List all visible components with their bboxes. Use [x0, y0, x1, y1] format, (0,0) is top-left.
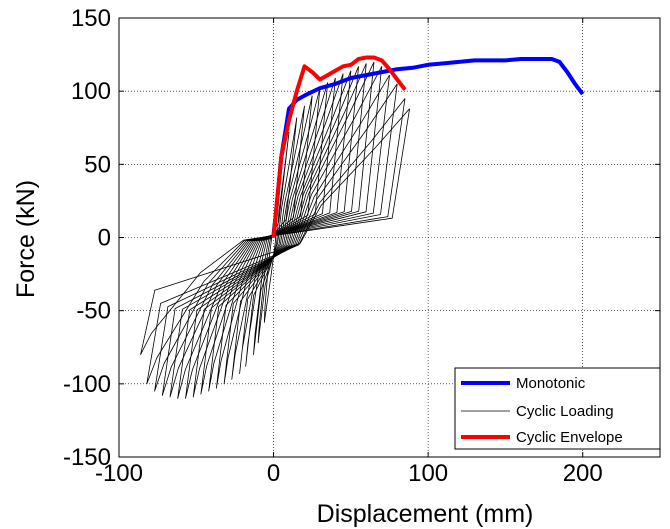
cyclic-loop: [177, 61, 375, 399]
x-tick-label: -100: [95, 460, 143, 487]
y-tick-label: -100: [63, 371, 111, 398]
y-axis-label: Force (kN): [12, 180, 40, 298]
legend: Monotonic Cyclic Loading Cyclic Envelope: [454, 367, 661, 450]
cyclic-loop: [239, 95, 313, 374]
cyclic-loop: [161, 74, 390, 396]
y-tick-label: -50: [76, 298, 111, 325]
y-tick-label: 0: [98, 225, 111, 252]
y-tick-label: -150: [63, 444, 111, 471]
monotonic-line: [271, 57, 585, 238]
legend-label-cyclic-envelope: Cyclic Envelope: [516, 429, 623, 446]
series-layer: [140, 55, 585, 399]
x-tick-label: 0: [267, 460, 280, 487]
cyclic-loop: [169, 66, 383, 398]
x-axis-label: Displacement (mm): [317, 500, 534, 528]
cyclic-loop: [146, 98, 406, 385]
cyclic-envelope-line: [271, 55, 407, 238]
y-tick-label: 150: [71, 5, 111, 32]
legend-label-monotonic: Monotonic: [516, 375, 586, 392]
y-tick-label: 100: [71, 78, 111, 105]
legend-label-cyclic-loading: Cyclic Loading: [516, 403, 614, 420]
x-tick-label: 200: [563, 460, 603, 487]
cyclic-loop: [154, 83, 398, 392]
x-tick-label: 100: [408, 460, 448, 487]
cyclic-loop: [140, 108, 410, 355]
y-tick-label: 50: [84, 151, 111, 178]
